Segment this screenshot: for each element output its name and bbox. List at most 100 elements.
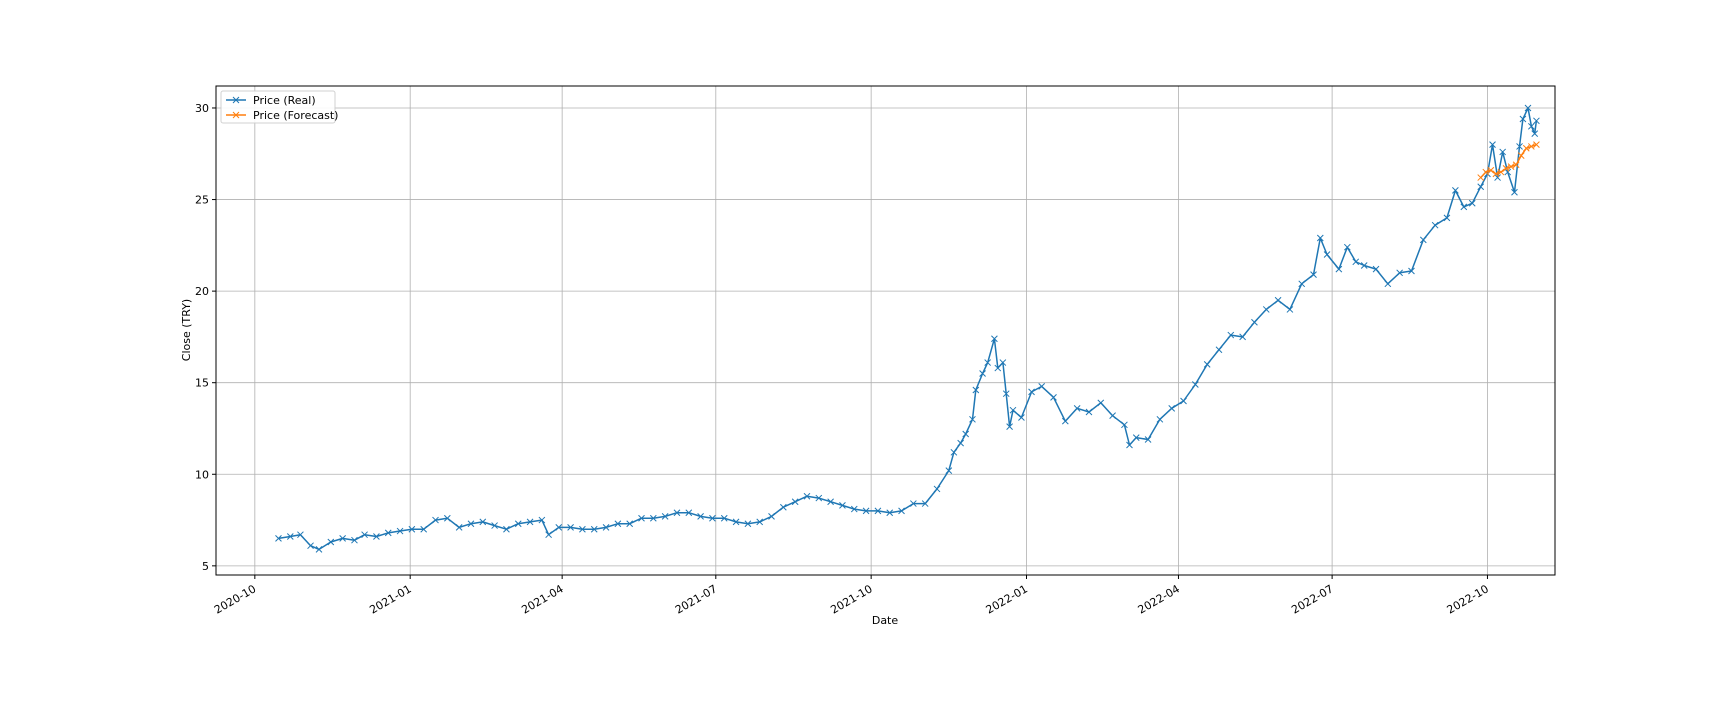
data-point — [984, 359, 992, 366]
data-point — [384, 529, 392, 537]
data-point — [602, 524, 610, 531]
data-point — [1286, 306, 1294, 313]
data-point — [1018, 414, 1025, 421]
legend: Price (Real) Price (Forecast) — [220, 90, 338, 124]
grid — [216, 86, 1555, 575]
data-point — [479, 518, 487, 526]
data-point — [638, 514, 645, 522]
data-point — [351, 536, 358, 544]
data-point — [1494, 174, 1501, 181]
data-point — [491, 522, 498, 529]
data-point — [649, 514, 657, 522]
data-point — [614, 520, 622, 528]
data-point — [1507, 163, 1515, 170]
y-tick-label: 10 — [195, 468, 209, 481]
y-tick-label: 25 — [195, 194, 209, 207]
data-point — [1528, 143, 1535, 150]
data-point — [1511, 188, 1518, 196]
data-point — [1180, 397, 1187, 405]
legend-label: Price (Real) — [253, 94, 316, 107]
data-point — [768, 513, 775, 520]
data-point — [626, 520, 634, 528]
data-point — [921, 500, 929, 507]
data-point — [673, 509, 681, 517]
data-point — [874, 507, 882, 515]
data-point — [514, 520, 522, 528]
data-point — [791, 498, 799, 506]
data-point — [1528, 122, 1535, 130]
data-point — [1512, 161, 1520, 169]
data-point — [1396, 269, 1404, 277]
data-point — [1132, 434, 1140, 441]
data-point — [994, 364, 1002, 372]
data-point — [962, 430, 970, 438]
series-1 — [1477, 141, 1540, 181]
data-point — [1492, 170, 1500, 178]
data-point — [1516, 143, 1523, 150]
data-point — [850, 505, 858, 513]
data-point — [1533, 141, 1540, 148]
data-point — [1097, 399, 1105, 407]
data-point — [1360, 262, 1368, 269]
data-point — [979, 370, 986, 377]
data-point — [1203, 361, 1211, 368]
data-point — [1002, 390, 1010, 398]
data-point — [1477, 183, 1485, 191]
data-point — [709, 514, 716, 522]
y-axis-title: Close (TRY) — [180, 299, 193, 361]
data-point — [1419, 236, 1427, 244]
data-point — [1522, 144, 1530, 152]
series-0 — [275, 104, 1540, 553]
series-layer — [275, 104, 1540, 553]
data-point — [1443, 214, 1451, 222]
data-point — [1262, 306, 1270, 313]
data-point — [744, 520, 752, 528]
y-tick-label: 20 — [195, 285, 209, 298]
data-point — [1497, 168, 1505, 176]
legend-marker — [232, 111, 240, 119]
data-point — [950, 448, 958, 456]
data-point — [339, 535, 346, 542]
data-point — [590, 525, 598, 533]
data-point — [538, 516, 546, 524]
data-point — [1310, 271, 1317, 278]
data-point — [803, 492, 811, 500]
data-point — [408, 525, 416, 533]
data-point — [1517, 152, 1525, 159]
legend-label: Price (Forecast) — [253, 109, 338, 122]
data-point — [1028, 388, 1035, 396]
data-point — [1468, 199, 1476, 207]
data-point — [933, 485, 941, 493]
data-point — [1524, 104, 1532, 112]
data-point — [443, 514, 451, 522]
data-point — [432, 516, 439, 524]
y-tick-label: 15 — [195, 377, 209, 390]
data-point — [396, 527, 404, 535]
y-tick-label: 30 — [195, 102, 209, 115]
data-point — [661, 513, 669, 520]
data-point — [315, 546, 323, 553]
data-point — [1215, 346, 1223, 354]
data-point — [1050, 393, 1057, 401]
data-point — [1519, 115, 1527, 123]
data-point — [526, 518, 534, 526]
data-point — [1372, 265, 1380, 273]
data-point — [827, 498, 834, 506]
data-point — [420, 525, 428, 533]
data-point — [1144, 436, 1152, 443]
data-point — [1482, 168, 1490, 176]
data-point — [275, 535, 282, 542]
data-point — [297, 531, 304, 539]
data-point — [1431, 221, 1439, 229]
data-point — [1126, 441, 1133, 449]
data-point — [991, 335, 998, 343]
data-point — [1168, 404, 1176, 412]
data-point — [1343, 243, 1351, 251]
data-point — [1316, 234, 1324, 242]
data-point — [1006, 423, 1013, 431]
data-point — [467, 520, 475, 528]
data-point — [503, 525, 510, 533]
data-point — [969, 415, 976, 423]
data-point — [1038, 383, 1046, 390]
